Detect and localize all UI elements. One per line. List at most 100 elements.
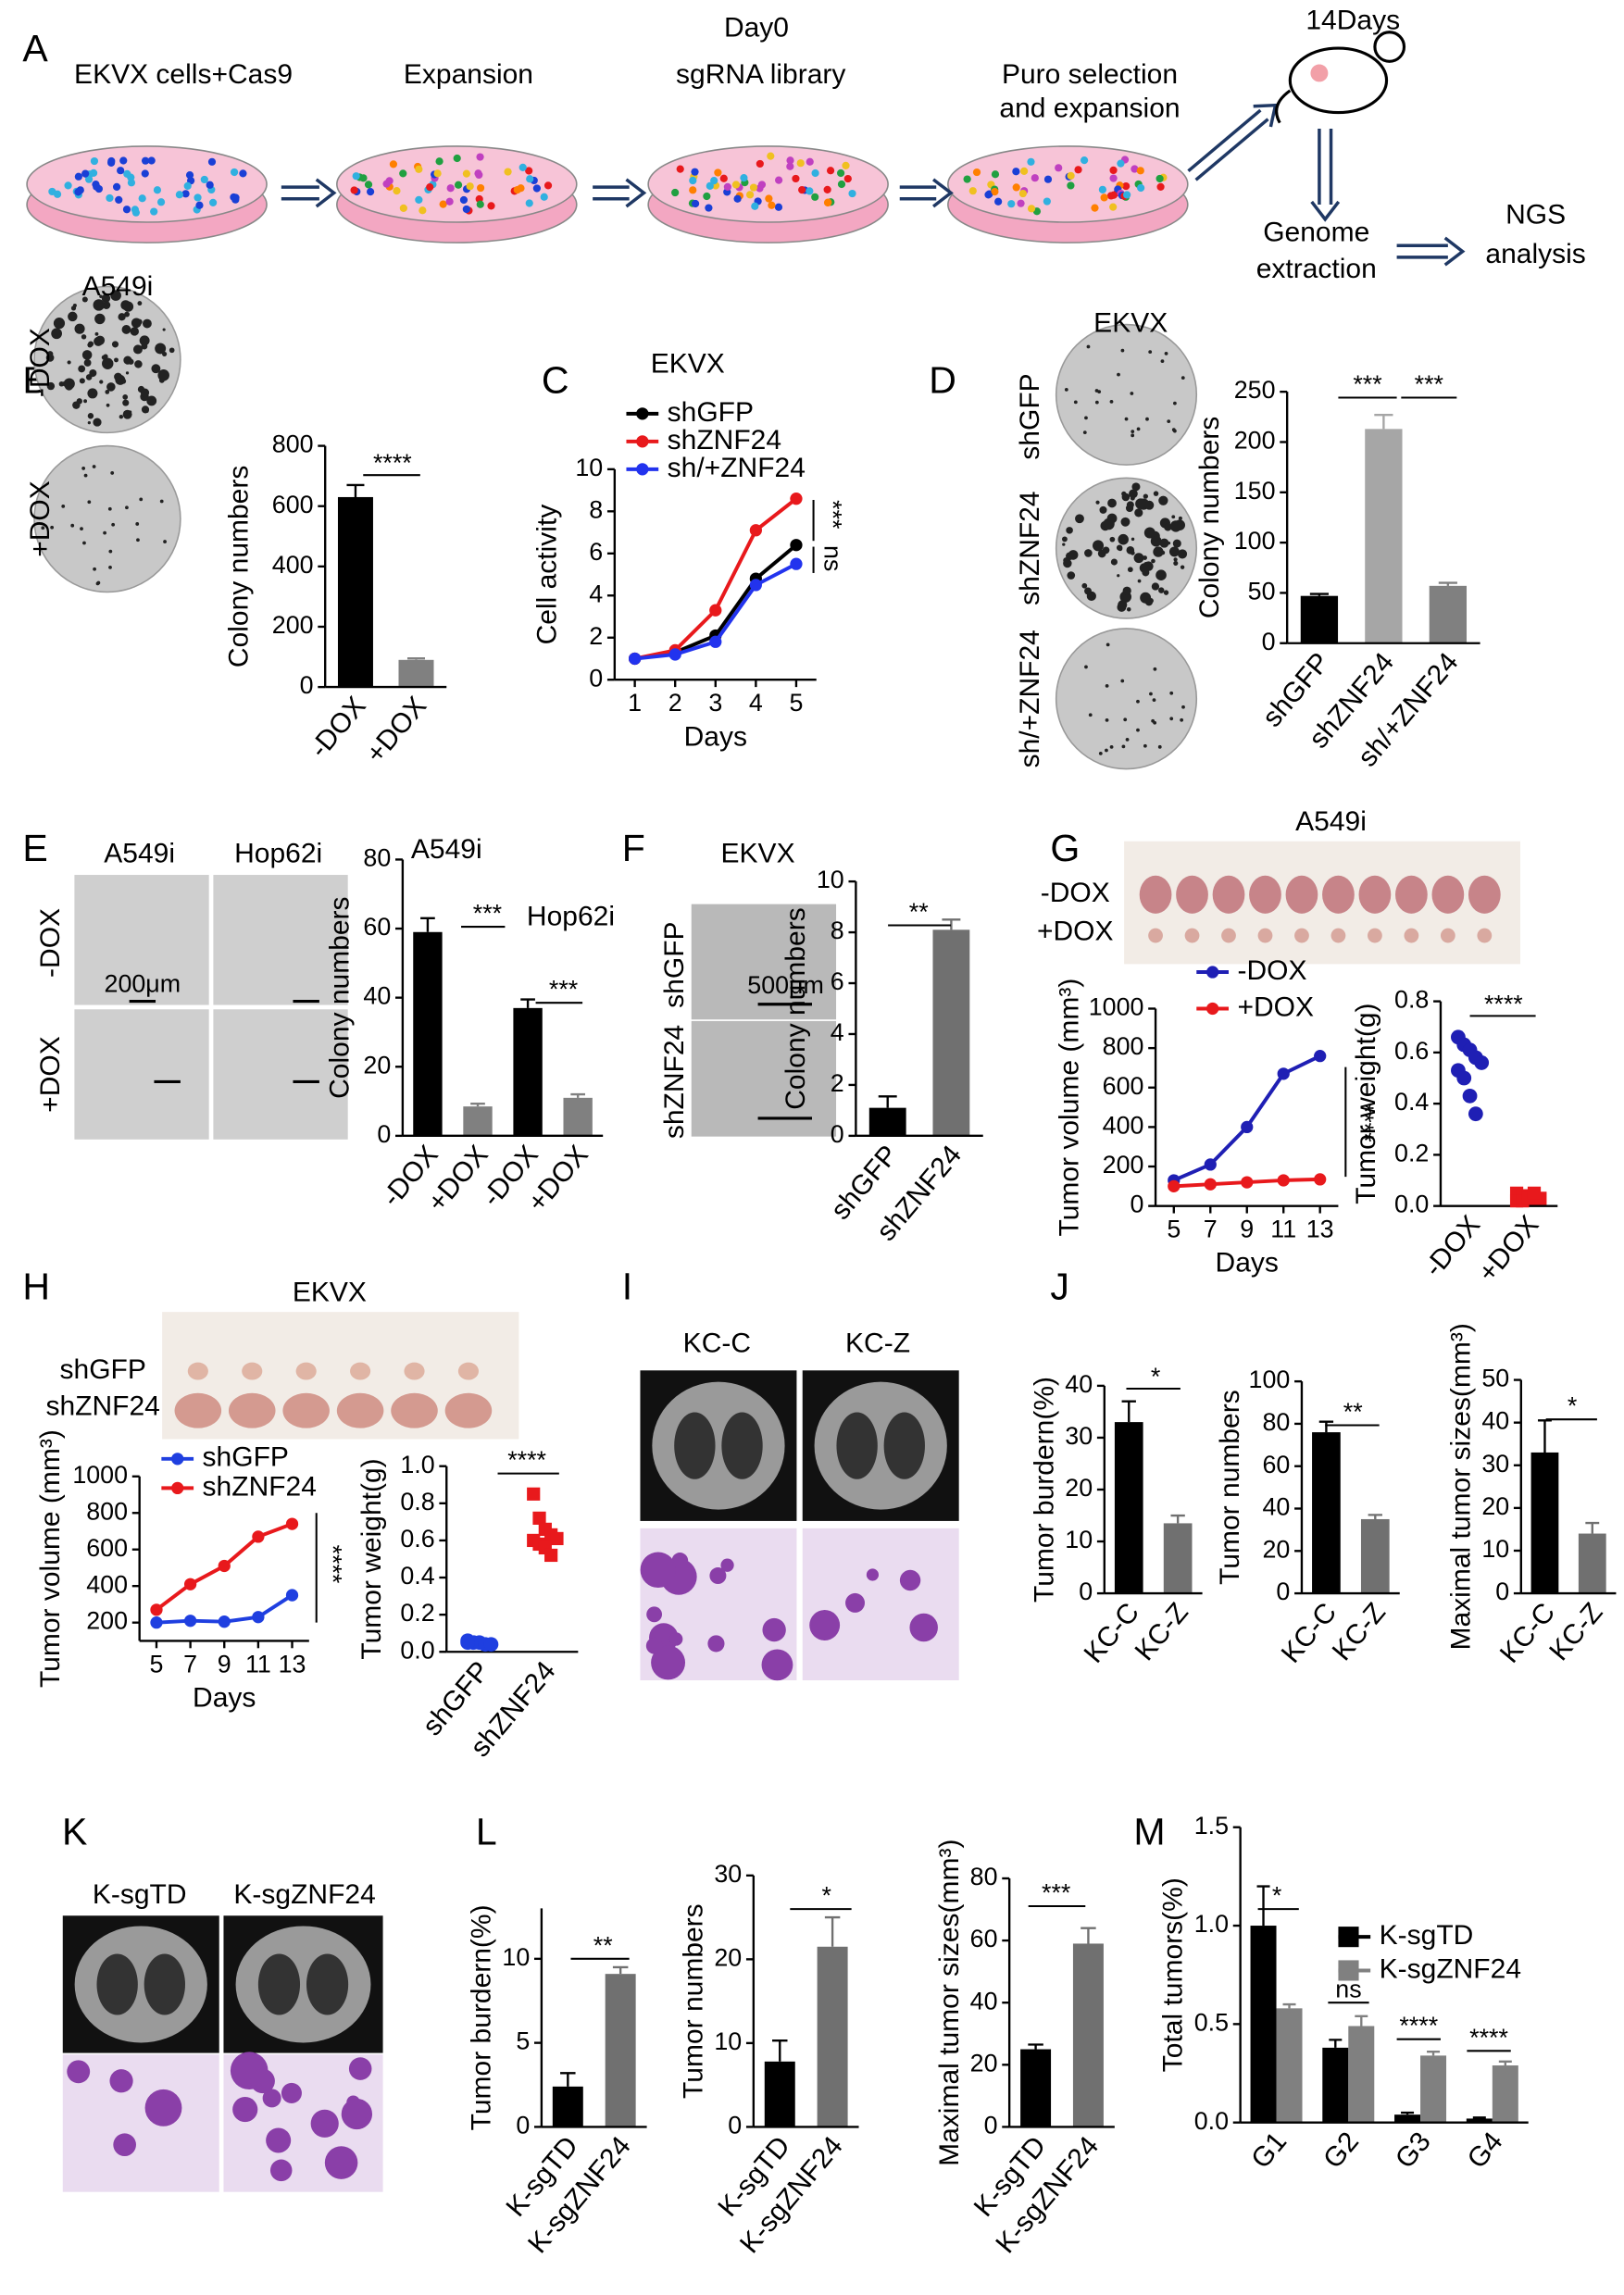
- bar: [1250, 1926, 1277, 2123]
- tumor: [1184, 928, 1200, 943]
- cell-dot: [671, 188, 680, 197]
- colony: [1137, 579, 1142, 583]
- cell-dot: [230, 168, 239, 177]
- panel-letter: H: [22, 1266, 50, 1308]
- colony: [1169, 520, 1182, 532]
- legend-swatch: [1338, 1960, 1359, 1981]
- tumor: [1294, 928, 1309, 943]
- colony: [108, 549, 113, 554]
- colony: [61, 504, 66, 508]
- colony: [1084, 587, 1092, 595]
- colony: [46, 351, 54, 357]
- colony: [70, 306, 77, 311]
- point: [1314, 1173, 1327, 1186]
- tumor: [1257, 928, 1273, 943]
- y-tick-label: 0: [831, 1120, 844, 1148]
- x-tick-label: 5: [150, 1650, 164, 1678]
- cell-dot: [1080, 156, 1089, 165]
- cell-dot: [474, 169, 482, 178]
- image-label: 500μm: [747, 971, 824, 999]
- point: [790, 557, 803, 570]
- mouse-tumor: [1310, 64, 1329, 82]
- error-bar: [1309, 592, 1329, 596]
- cell-dot: [476, 153, 484, 161]
- error-bar: [612, 1965, 629, 1975]
- y-tick-label: 30: [714, 1860, 742, 1888]
- image-label: EKVX: [721, 839, 795, 869]
- dish-top: [26, 145, 268, 223]
- colony: [87, 413, 94, 419]
- cell-dot: [454, 181, 463, 189]
- bar: [1348, 2026, 1375, 2123]
- error-bar: [1374, 413, 1393, 430]
- y-tick-label: 10: [817, 866, 844, 893]
- y-tick-label: 2: [589, 622, 603, 650]
- colony: [1139, 563, 1150, 573]
- lesion: [645, 1637, 663, 1654]
- tumor: [295, 1362, 317, 1380]
- cell-dot: [382, 180, 391, 188]
- colony: [1172, 539, 1181, 548]
- lesion: [109, 2069, 133, 2093]
- cell-dot: [90, 156, 99, 166]
- cell-dot: [1017, 199, 1025, 207]
- x-axis-label: Days: [684, 721, 747, 752]
- colony: [120, 300, 131, 310]
- cell-dot: [462, 205, 470, 214]
- point: [183, 1615, 197, 1628]
- y-tick-label: 10: [714, 2027, 742, 2055]
- legend-label: shGFP: [203, 1442, 289, 1473]
- cell-dot: [1031, 174, 1039, 182]
- y-tick-label: 5: [516, 2027, 530, 2055]
- cell-dot: [119, 156, 128, 165]
- cell-dot: [767, 152, 775, 160]
- panel-letter: E: [22, 827, 47, 869]
- colony: [110, 471, 115, 475]
- cell-dot: [64, 181, 72, 190]
- lesion: [709, 1567, 727, 1585]
- lesion: [866, 1568, 880, 1581]
- cell-dot: [991, 170, 1000, 179]
- tumor: [1249, 875, 1281, 914]
- group-label: A549i: [411, 834, 482, 865]
- bar: [463, 1106, 493, 1136]
- legend-marker: [1206, 1002, 1219, 1016]
- colony: [50, 525, 55, 530]
- colony: [67, 360, 71, 365]
- cell-dot: [389, 160, 398, 168]
- point: [1474, 1055, 1490, 1070]
- step-label: Genome: [1263, 218, 1369, 248]
- lesion: [281, 2082, 302, 2103]
- series-line: [1173, 1054, 1321, 1182]
- colony: [136, 538, 140, 543]
- image-label: sh/+ZNF24: [1015, 630, 1045, 767]
- colony: [1140, 592, 1152, 604]
- step-label: Day0: [724, 13, 789, 44]
- cell-dot: [122, 206, 131, 214]
- point: [709, 604, 722, 617]
- colony: [1156, 569, 1167, 581]
- colony: [1131, 537, 1135, 542]
- colony: [108, 565, 112, 569]
- point: [532, 1511, 546, 1525]
- cell-dot: [826, 167, 835, 175]
- y-tick-label: 400: [1103, 1111, 1144, 1139]
- colony: [1081, 582, 1088, 589]
- tumor: [1368, 928, 1382, 943]
- colony: [1094, 400, 1099, 405]
- point: [749, 524, 762, 537]
- colony: [111, 341, 119, 348]
- colony: [1134, 486, 1139, 491]
- step-label: sgRNA library: [676, 59, 845, 90]
- cell-dot: [107, 156, 116, 166]
- point: [1277, 1174, 1290, 1187]
- tumor: [336, 1392, 384, 1428]
- cell-dot: [1091, 204, 1099, 212]
- colony: [85, 374, 93, 380]
- significance: **: [909, 898, 929, 926]
- colony: [1145, 417, 1149, 421]
- cell-dot: [525, 199, 533, 207]
- ct-lung: [144, 1953, 185, 2015]
- y-tick-label: 0: [377, 1120, 391, 1148]
- image-label: -DOX: [35, 908, 66, 978]
